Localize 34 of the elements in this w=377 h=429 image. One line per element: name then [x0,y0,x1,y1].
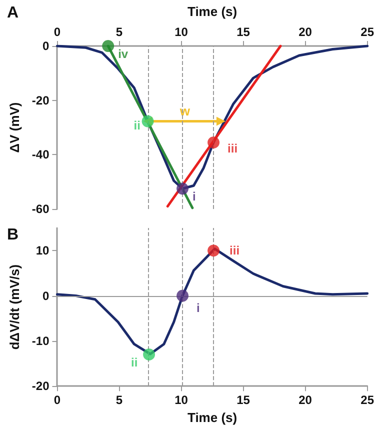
x-tick-label: 25 [360,25,374,39]
x-axis-title: Time (s) [187,410,238,425]
y-tick-label: -60 [32,202,50,216]
x-tick-label: 0 [54,393,61,408]
y-tick-label: 0 [42,288,50,303]
x-tick-label: 10 [174,393,188,408]
x-tick-label: 5 [116,393,123,408]
y-tick-label: -10 [32,334,50,348]
x-tick-label: 20 [298,393,312,408]
series-label: iii [230,244,240,258]
x-tick-label: 25 [360,393,374,408]
x-axis-title: Time (s) [187,4,238,19]
y-tick-label: -20 [32,379,50,394]
y-tick-label: 0 [42,39,50,53]
series-label: iv [118,47,128,61]
chart-title: B [7,226,19,244]
x-tick-label: 20 [298,25,312,39]
x-tick-label: 15 [236,25,250,39]
y-axis-title: ΔV (mV) [7,102,22,153]
y-tick-label: 10 [36,244,50,258]
x-tick-label: 0 [54,25,61,39]
series-label: i [192,190,196,204]
series-label: ii [131,355,138,370]
x-tick-label: 5 [116,25,123,39]
y-tick-label: -40 [32,148,50,162]
y-axis-title: dΔV/dt (mV/s) [7,264,22,350]
annotation: w [178,104,191,119]
x-tick-label: 15 [236,393,250,408]
series-label: iii [228,141,238,156]
series-label: ii [134,118,140,132]
series-label: i [196,300,200,315]
chart-title: A [7,4,19,22]
x-tick-label: 10 [174,25,188,39]
y-tick-label: -20 [32,93,50,108]
